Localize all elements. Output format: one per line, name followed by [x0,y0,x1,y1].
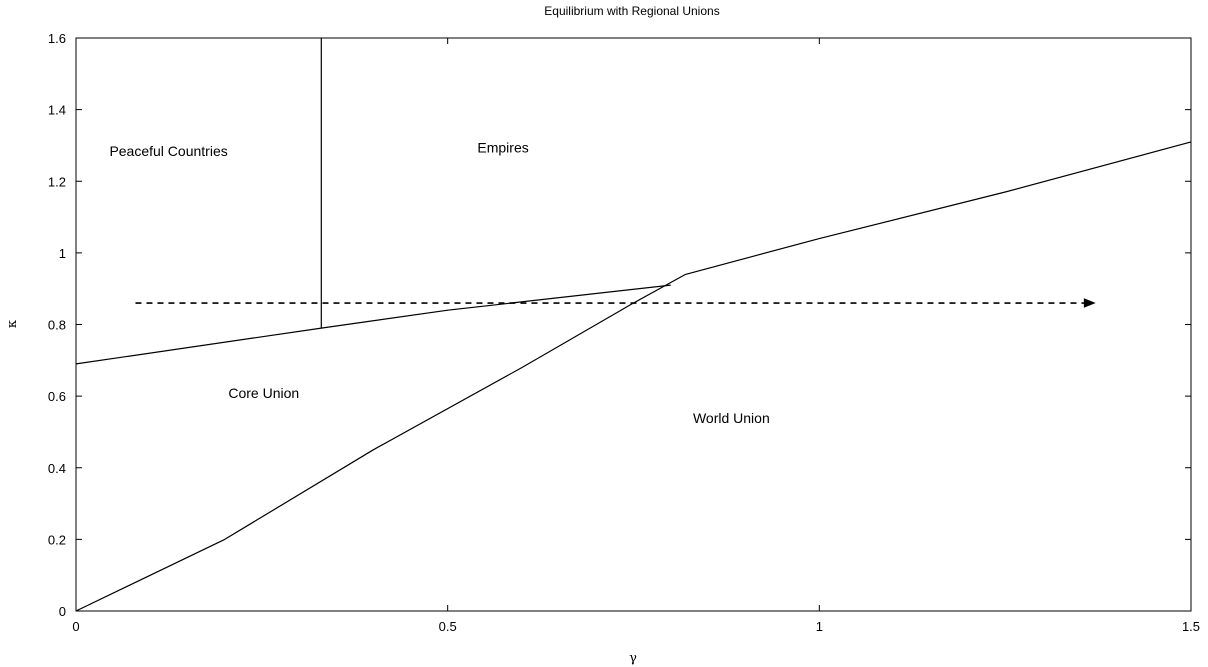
y-tick-label-3: 0.6 [48,389,66,404]
y-tick-label-8: 1.6 [48,31,66,46]
series-line-upper-boundary [75,284,671,365]
chart-title: Equilibrium with Regional Unions [544,4,719,18]
plot-area-frame [75,37,1192,612]
series-line-diagonal-boundary [75,273,686,612]
x-axis-label: γ [629,651,637,666]
series-line-world-union-boundary [685,141,1192,275]
region-labels: Peaceful Countries Empires Core Union World… [109,140,769,426]
x-tick-label-1: 0.5 [439,619,457,634]
y-tick-label-4: 0.8 [48,318,66,333]
y-tick-label-1: 0.2 [48,532,66,547]
x-tick-label-0: 0 [72,619,79,634]
y-tick-label-5: 1 [59,246,66,261]
x-tick-label-2: 1 [816,619,823,634]
region-label-1: Empires [477,140,528,156]
y-tick-label-7: 1.4 [48,103,66,118]
region-label-0: Peaceful Countries [109,143,227,159]
y-tick-label-2: 0.4 [48,461,66,476]
arrowhead-icon [1083,298,1096,308]
y-tick-label-6: 1.2 [48,174,66,189]
region-label-3: World Union [693,410,770,426]
x-tick-label-3: 1.5 [1182,619,1200,634]
y-axis-label: κ [5,320,20,328]
axis-ticks: 0 0.5 1 1.5 0 0.2 0.4 0.6 0.8 1 1.2 1.4 1.6 [48,31,1200,634]
series-group [75,38,1192,612]
y-tick-label-0: 0 [59,604,66,619]
region-label-2: Core Union [228,385,299,401]
